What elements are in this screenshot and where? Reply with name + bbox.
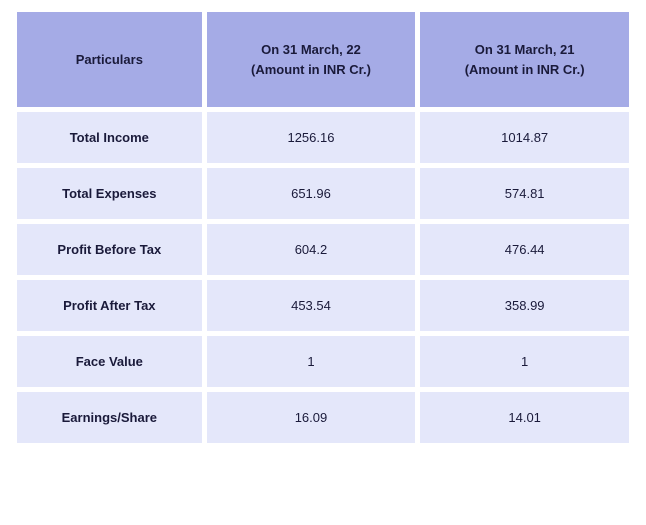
table-header-row: Particulars On 31 March, 22(Amount in IN… (17, 12, 629, 107)
row-value-fy22: 453.54 (207, 280, 416, 331)
table-row: Profit After Tax 453.54 358.99 (17, 280, 629, 331)
col-header-fy22: On 31 March, 22(Amount in INR Cr.) (207, 12, 416, 107)
row-value-fy22: 16.09 (207, 392, 416, 443)
row-value-fy22: 1256.16 (207, 112, 416, 163)
row-value-fy21: 1 (420, 336, 629, 387)
row-value-fy21: 574.81 (420, 168, 629, 219)
row-value-fy21: 1014.87 (420, 112, 629, 163)
row-value-fy21: 358.99 (420, 280, 629, 331)
row-label: Earnings/Share (17, 392, 202, 443)
col-header-particulars: Particulars (17, 12, 202, 107)
table-row: Profit Before Tax 604.2 476.44 (17, 224, 629, 275)
financial-table: Particulars On 31 March, 22(Amount in IN… (12, 12, 634, 443)
row-value-fy22: 651.96 (207, 168, 416, 219)
table-row: Face Value 1 1 (17, 336, 629, 387)
row-label: Profit Before Tax (17, 224, 202, 275)
table-row: Total Income 1256.16 1014.87 (17, 112, 629, 163)
row-label: Total Income (17, 112, 202, 163)
row-value-fy22: 1 (207, 336, 416, 387)
row-value-fy22: 604.2 (207, 224, 416, 275)
row-value-fy21: 476.44 (420, 224, 629, 275)
col-header-fy21: On 31 March, 21(Amount in INR Cr.) (420, 12, 629, 107)
table-row: Total Expenses 651.96 574.81 (17, 168, 629, 219)
table-row: Earnings/Share 16.09 14.01 (17, 392, 629, 443)
row-label: Face Value (17, 336, 202, 387)
row-label: Profit After Tax (17, 280, 202, 331)
row-value-fy21: 14.01 (420, 392, 629, 443)
row-label: Total Expenses (17, 168, 202, 219)
